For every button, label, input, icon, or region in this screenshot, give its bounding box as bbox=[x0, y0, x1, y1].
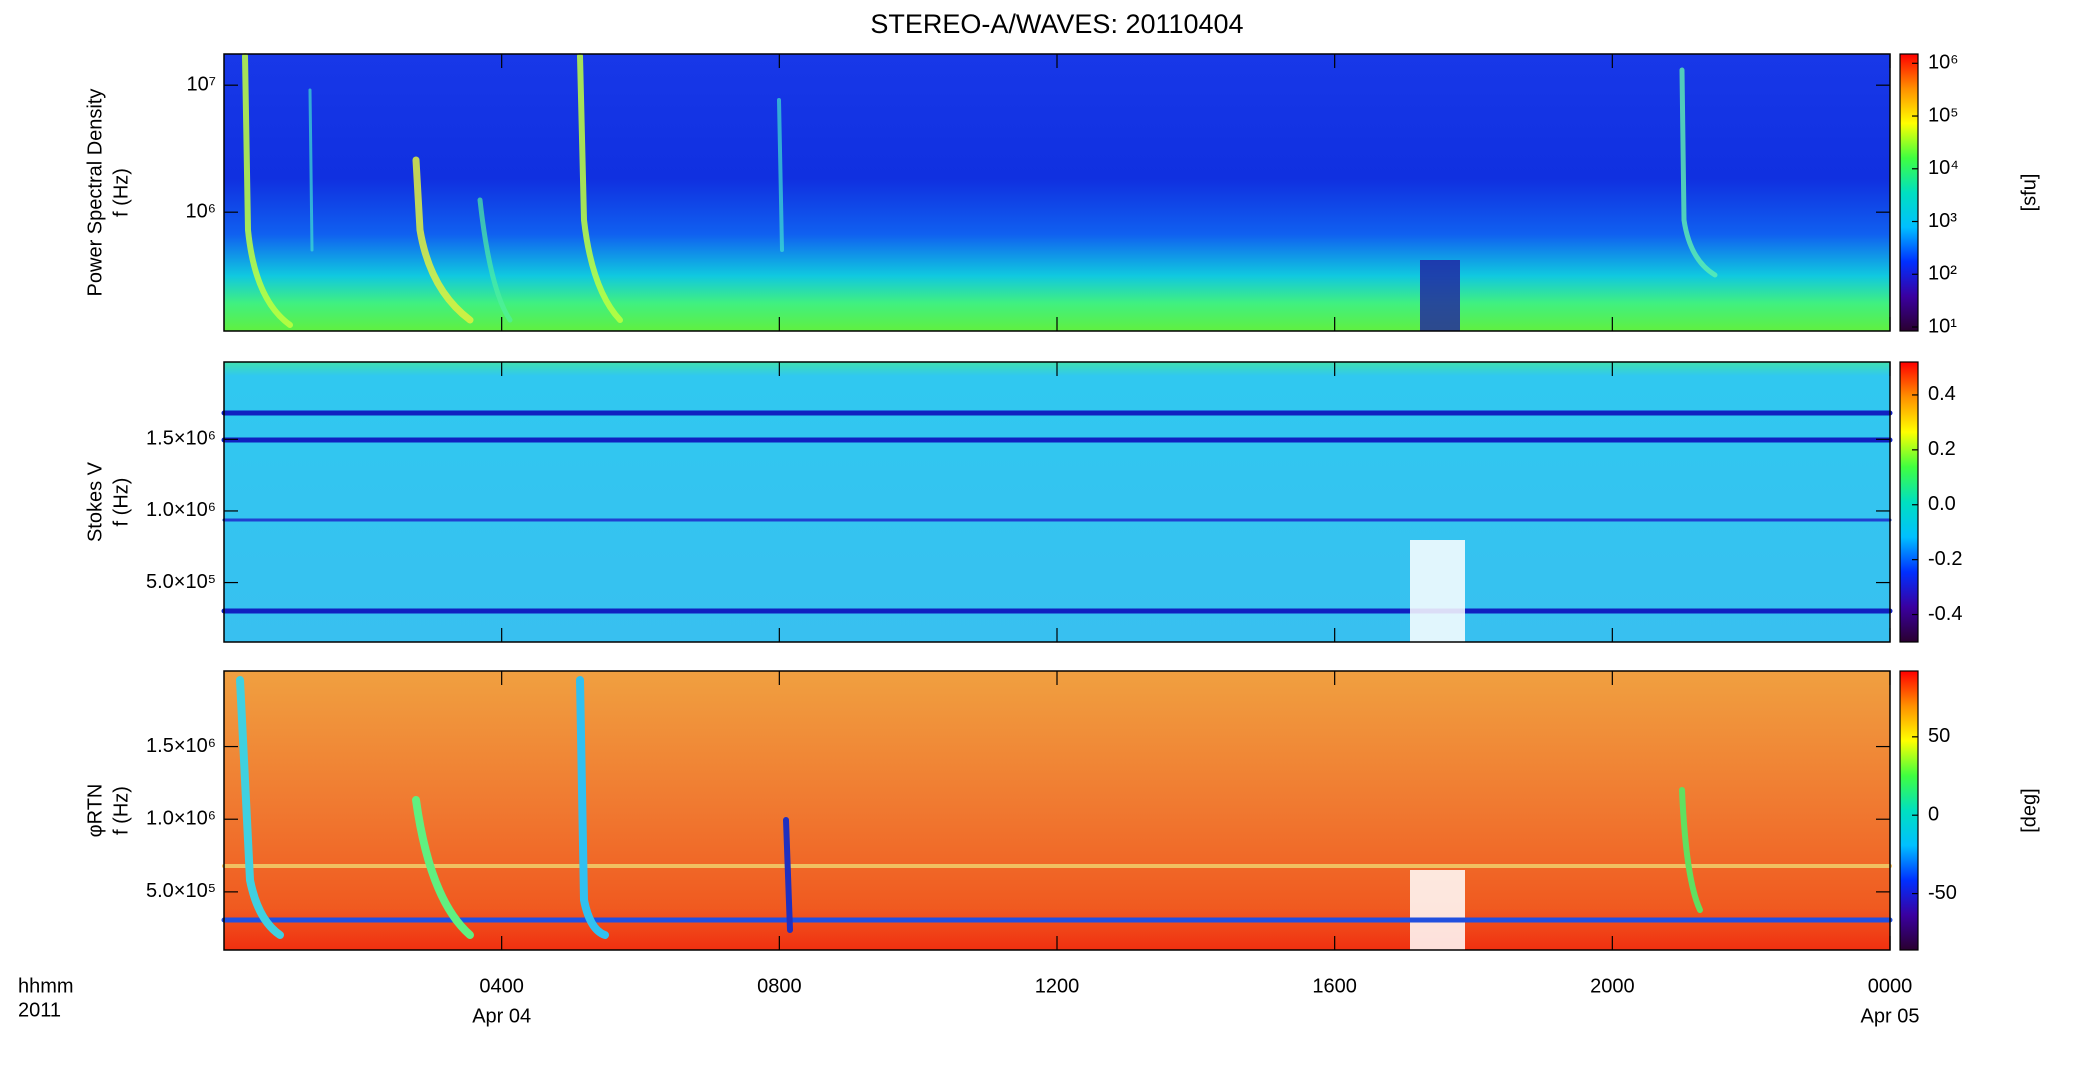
x-tick-label: 0400 bbox=[479, 975, 524, 997]
x-date-label: Apr 04 bbox=[472, 1005, 531, 1027]
y-axis-label: f (Hz) bbox=[110, 168, 132, 217]
y-tick-label: 5.0×10⁵ bbox=[146, 571, 216, 593]
y-axis-label: φRTN bbox=[84, 784, 106, 838]
burst-features bbox=[221, 53, 1893, 950]
y-tick-label: 10⁶ bbox=[186, 200, 216, 222]
y-tick-label: 1.5×10⁶ bbox=[146, 735, 216, 757]
x-axis-label: hhmm bbox=[18, 975, 74, 997]
colorbar-tick-label: 10⁶ bbox=[1928, 52, 1958, 74]
y-tick-label: 10⁷ bbox=[187, 73, 216, 95]
spectrogram-image bbox=[224, 671, 1890, 950]
colorbar-tick-label: 0 bbox=[1928, 803, 1939, 825]
colorbar-tick-label: 0.0 bbox=[1928, 493, 1956, 515]
x-tick-label: 0800 bbox=[757, 975, 802, 997]
colorbar bbox=[1899, 670, 1919, 951]
colorbar bbox=[1899, 53, 1919, 332]
y-tick-label: 1.0×10⁶ bbox=[146, 808, 216, 830]
x-tick-label: 0000 bbox=[1868, 975, 1913, 997]
x-tick-label: 1600 bbox=[1312, 975, 1357, 997]
colorbar-tick-label: 10¹ bbox=[1928, 315, 1957, 337]
colorbar bbox=[1899, 361, 1919, 643]
x-axis-label: 2011 bbox=[18, 999, 61, 1021]
colorbar-label: [deg] bbox=[2018, 788, 2040, 832]
y-axis-label: f (Hz) bbox=[110, 478, 132, 527]
x-tick-label: 1200 bbox=[1035, 975, 1080, 997]
chart-title: STEREO-A/WAVES: 20110404 bbox=[870, 9, 1243, 39]
colorbar-tick-label: -0.4 bbox=[1928, 603, 1962, 625]
colorbar-tick-label: 0.4 bbox=[1928, 383, 1956, 405]
spectrogram-image bbox=[224, 54, 1890, 331]
colorbar-tick-label: 10⁵ bbox=[1928, 104, 1959, 126]
y-tick-label: 1.0×10⁶ bbox=[146, 499, 216, 521]
colorbar-tick-label: 10² bbox=[1928, 263, 1957, 285]
colorbar-tick-label: 10⁴ bbox=[1928, 157, 1959, 179]
colorbar-label: [sfu] bbox=[2018, 174, 2040, 212]
colorbar-tick-label: 50 bbox=[1928, 725, 1950, 747]
colorbar-tick-label: -50 bbox=[1928, 882, 1957, 904]
spectrogram-image bbox=[224, 362, 1890, 642]
colorbar-tick-label: 10³ bbox=[1928, 210, 1957, 232]
y-axis-label: Power Spectral Density bbox=[84, 89, 106, 297]
y-tick-label: 1.5×10⁶ bbox=[146, 428, 216, 450]
y-axis-label: Stokes V bbox=[84, 461, 106, 542]
colorbar-tick-label: 0.2 bbox=[1928, 438, 1956, 460]
y-axis-label: f (Hz) bbox=[110, 786, 132, 835]
x-date-label: Apr 05 bbox=[1861, 1005, 1920, 1027]
x-tick-label: 2000 bbox=[1590, 975, 1635, 997]
y-tick-label: 5.0×10⁵ bbox=[146, 880, 216, 902]
colorbar-tick-label: -0.2 bbox=[1928, 548, 1962, 570]
